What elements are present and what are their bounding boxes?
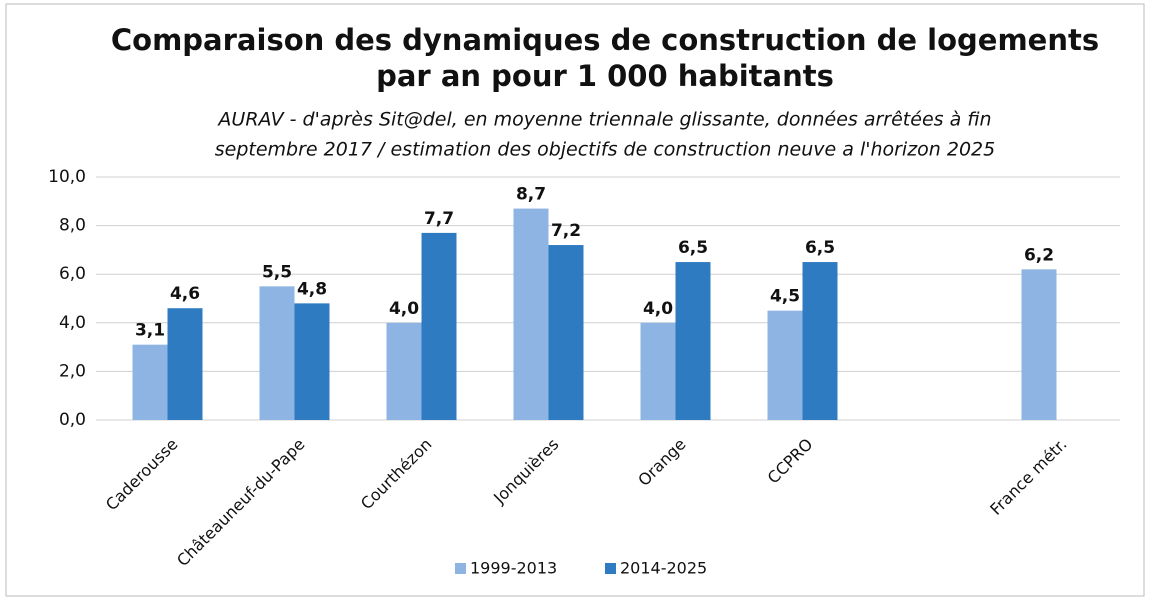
x-tick-label: Courthézon bbox=[357, 435, 436, 514]
y-tick-label: 8,0 bbox=[59, 216, 86, 236]
bar bbox=[802, 262, 838, 420]
frame bbox=[5, 3, 1145, 597]
bar bbox=[421, 232, 457, 420]
bar bbox=[132, 344, 168, 420]
value-label: 8,7 bbox=[516, 185, 546, 205]
y-tick-label: 4,0 bbox=[59, 313, 86, 333]
y-tick-label: 10,0 bbox=[48, 167, 86, 187]
bar bbox=[675, 262, 711, 420]
chart-subtitle: AURAV - d'après Sit@del, en moyenne trie… bbox=[216, 109, 991, 131]
bar bbox=[294, 303, 330, 420]
value-label: 5,5 bbox=[262, 262, 292, 282]
value-label: 6,5 bbox=[805, 238, 835, 258]
legend-swatch bbox=[455, 563, 466, 574]
bar bbox=[259, 286, 295, 420]
value-label: 7,2 bbox=[551, 221, 581, 241]
x-tick-label: France métr. bbox=[986, 435, 1070, 519]
legend-swatch bbox=[605, 563, 616, 574]
legend-label: 2014-2025 bbox=[620, 559, 707, 578]
bar bbox=[548, 245, 584, 420]
bar bbox=[1021, 269, 1057, 420]
value-label: 3,1 bbox=[135, 321, 165, 341]
y-tick-label: 2,0 bbox=[59, 361, 86, 381]
legend-label: 1999-2013 bbox=[470, 559, 557, 578]
bar bbox=[640, 322, 676, 420]
bar bbox=[386, 322, 422, 420]
value-label: 4,8 bbox=[297, 279, 327, 299]
x-tick-label: CCPRO bbox=[764, 435, 817, 488]
y-tick-label: 0,0 bbox=[59, 410, 86, 430]
value-label: 6,5 bbox=[678, 238, 708, 258]
value-label: 4,5 bbox=[770, 287, 800, 307]
y-tick-label: 6,0 bbox=[59, 264, 86, 284]
bar bbox=[513, 208, 549, 420]
x-tick-label: Orange bbox=[634, 435, 689, 490]
value-label: 7,7 bbox=[424, 209, 454, 229]
value-label: 4,0 bbox=[643, 299, 673, 319]
bar bbox=[167, 308, 203, 420]
value-label: 4,6 bbox=[170, 284, 200, 304]
chart-title: par an pour 1 000 habitants bbox=[376, 59, 834, 93]
value-label: 4,0 bbox=[389, 299, 419, 319]
x-tick-label: Châteauneuf-du-Pape bbox=[173, 435, 309, 571]
x-tick-label: Jonquières bbox=[489, 435, 562, 508]
bar bbox=[767, 310, 803, 420]
x-tick-label: Caderousse bbox=[102, 435, 182, 515]
chart-title: Comparaison des dynamiques de constructi… bbox=[111, 23, 1099, 57]
chart-subtitle: septembre 2017 / estimation des objectif… bbox=[215, 139, 995, 161]
value-label: 6,2 bbox=[1024, 245, 1054, 265]
